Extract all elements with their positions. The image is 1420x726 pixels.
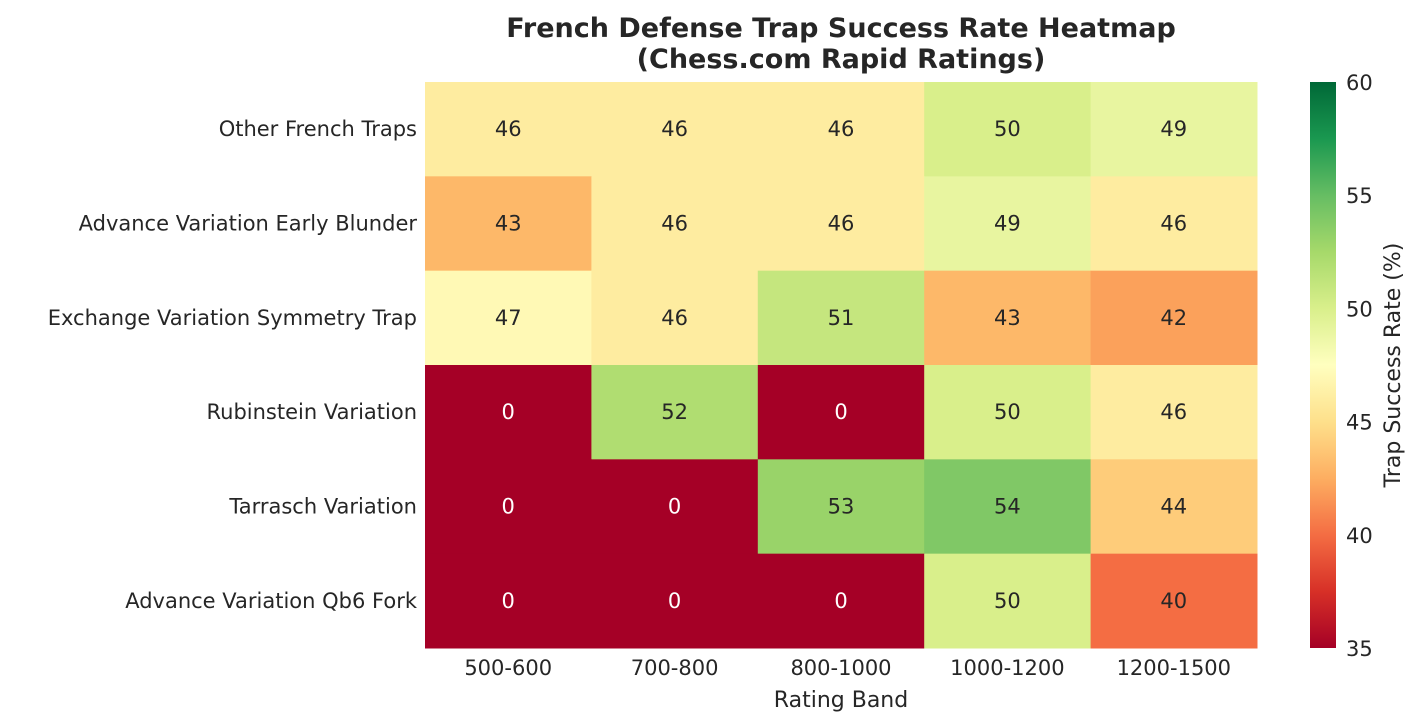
cell-value-label: 46 [828, 212, 855, 236]
heatmap-cell [591, 176, 759, 272]
cell-value-label: 46 [828, 117, 855, 141]
y-tick-labels: Other French Traps Advance Variation Earl… [48, 117, 418, 613]
x-tick-label: 500-600 [464, 656, 552, 680]
cell-value-label: 46 [661, 212, 688, 236]
colorbar-tick-label: 45 [1346, 411, 1373, 435]
y-tick-label: Advance Variation Qb6 Fork [125, 589, 418, 613]
cell-value-label: 42 [1160, 306, 1187, 330]
heatmap-cell [924, 553, 1092, 649]
heatmap-cell [1090, 270, 1258, 366]
heatmap-cell [924, 176, 1092, 272]
cell-value-label: 54 [994, 495, 1021, 519]
heatmap-cell [591, 553, 759, 649]
x-tick-label: 700-800 [631, 656, 719, 680]
colorbar-tick-label: 40 [1346, 524, 1373, 548]
cell-value-label: 46 [661, 117, 688, 141]
heatmap-cell [1090, 553, 1258, 649]
colorbar-tick-label: 55 [1346, 184, 1373, 208]
cell-value-label: 47 [495, 306, 522, 330]
heatmap-cell [757, 176, 925, 272]
cell-value-label: 0 [502, 400, 515, 424]
heatmap-cell [757, 82, 925, 177]
heatmap-cell [425, 459, 592, 555]
heatmap-cell [591, 82, 759, 177]
cell-value-label: 40 [1160, 589, 1187, 613]
heatmap-cell [425, 365, 592, 460]
cell-value-label: 44 [1160, 495, 1187, 519]
cell-value-label: 49 [994, 212, 1021, 236]
colorbar-tick-label: 35 [1346, 637, 1373, 661]
y-tick-label: Rubinstein Variation [206, 400, 417, 424]
cell-value-label: 46 [495, 117, 522, 141]
cell-value-label: 0 [502, 495, 515, 519]
cell-value-label: 49 [1160, 117, 1187, 141]
y-tick-label: Other French Traps [219, 117, 417, 141]
heatmap-cell [1090, 365, 1258, 460]
x-tick-label: 1000-1200 [950, 656, 1064, 680]
cell-value-label: 52 [661, 400, 688, 424]
cell-value-label: 51 [828, 306, 855, 330]
cell-value-label: 43 [994, 306, 1021, 330]
cell-value-label: 46 [1160, 400, 1187, 424]
heatmap-cell [1090, 176, 1258, 272]
heatmap-cell [757, 270, 925, 366]
heatmap-cells: 46 46 46 50 49 43 46 46 49 46 47 46 51 43 42 0 52 0 50 46 0 0… [425, 82, 1258, 649]
cell-value-label: 0 [834, 589, 847, 613]
heatmap-cell [757, 365, 925, 460]
colorbar-tick-label: 60 [1346, 71, 1373, 95]
cell-value-label: 50 [994, 117, 1021, 141]
cell-value-label: 0 [502, 589, 515, 613]
heatmap-cell [591, 365, 759, 460]
cell-value-label: 0 [668, 495, 681, 519]
cell-value-label: 46 [661, 306, 688, 330]
y-tick-label: Tarrasch Variation [228, 495, 417, 519]
heatmap-cell [425, 82, 592, 177]
colorbar-label: Trap Success Rate (%) [1381, 243, 1406, 489]
x-tick-label: 800-1000 [790, 656, 891, 680]
x-tick-label: 1200-1500 [1117, 656, 1231, 680]
colorbar [1310, 82, 1336, 648]
heatmap-cell [1090, 82, 1258, 177]
cell-value-label: 43 [495, 212, 522, 236]
y-tick-label: Advance Variation Early Blunder [79, 212, 418, 236]
chart-title: French Defense Trap Success Rate Heatmap [506, 13, 1176, 44]
heatmap-cell [757, 553, 925, 649]
x-tick-labels: 500-600 700-800 800-1000 1000-1200 1200-1500 [464, 656, 1231, 680]
cell-value-label: 0 [668, 589, 681, 613]
heatmap-cell [1090, 459, 1258, 555]
cell-value-label: 53 [828, 495, 855, 519]
x-axis-label: Rating Band [774, 688, 908, 713]
colorbar-tick-label: 50 [1346, 297, 1373, 321]
cell-value-label: 46 [1160, 212, 1187, 236]
heatmap-cell [425, 176, 592, 272]
cell-value-label: 0 [834, 400, 847, 424]
cell-value-label: 50 [994, 400, 1021, 424]
cell-value-label: 50 [994, 589, 1021, 613]
heatmap-cell [924, 82, 1092, 177]
heatmap-cell [924, 270, 1092, 366]
y-tick-label: Exchange Variation Symmetry Trap [48, 306, 417, 330]
heatmap-cell [591, 459, 759, 555]
heatmap-cell [425, 270, 592, 366]
heatmap-cell [924, 459, 1092, 555]
colorbar-ticks: 35 40 45 50 55 60 [1346, 71, 1373, 661]
chart-subtitle: (Chess.com Rapid Ratings) [637, 44, 1046, 75]
heatmap-cell [757, 459, 925, 555]
heatmap-cell [591, 270, 759, 366]
heatmap-cell [425, 553, 592, 649]
heatmap-cell [924, 365, 1092, 460]
